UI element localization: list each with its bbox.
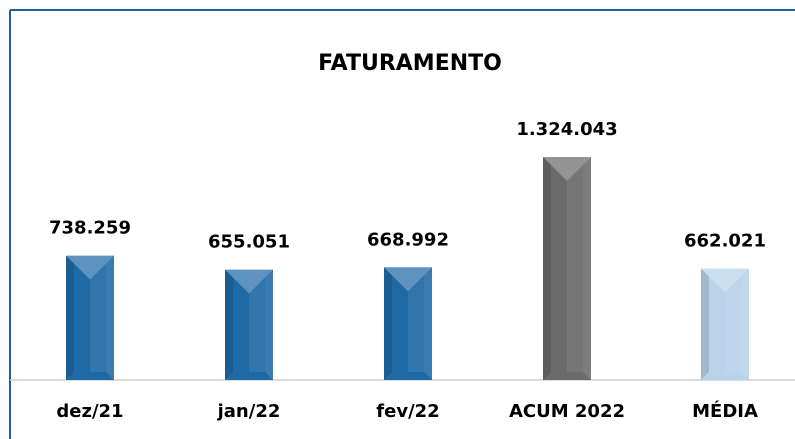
bar-bevel-right — [424, 267, 432, 380]
x-tick-label: fev/22 — [376, 401, 439, 422]
bar-bevel-right — [583, 157, 591, 380]
bar — [701, 268, 749, 380]
bar-bevel-center — [249, 277, 265, 372]
bar-bevel-center — [90, 263, 106, 372]
bar-bevel-center — [567, 165, 583, 372]
bar-bevel-side — [66, 255, 74, 380]
bar-bevel-center — [408, 275, 424, 372]
bar-bevel-center — [725, 276, 741, 372]
x-tick-label: dez/21 — [56, 401, 123, 422]
bar — [66, 255, 114, 380]
bar-bevel-top — [543, 157, 591, 181]
x-tick-label: MÉDIA — [692, 400, 758, 422]
bar-bevel-top — [66, 255, 114, 280]
bar-bevel-top — [384, 267, 432, 292]
chart-title: FATURAMENTO — [318, 51, 502, 76]
value-label: 655.051 — [208, 232, 290, 253]
value-label: 1.324.043 — [516, 119, 617, 140]
bar — [384, 267, 432, 380]
bar-bevel-top — [701, 268, 749, 293]
bar-bevel-side — [701, 268, 709, 380]
bar-bevel-right — [265, 269, 273, 380]
bar-bevel-side — [543, 157, 551, 380]
bar — [543, 157, 591, 380]
x-tick-label: ACUM 2022 — [509, 401, 625, 422]
bar-bevel-side — [225, 269, 233, 380]
bar-bevel-right — [741, 268, 749, 380]
bar-bevel-top — [225, 269, 273, 294]
x-tick-label: jan/22 — [217, 401, 281, 422]
value-label: 738.259 — [49, 218, 131, 239]
value-label: 668.992 — [367, 229, 449, 250]
value-label: 662.021 — [684, 231, 766, 252]
bar-bevel-side — [384, 267, 392, 380]
bar — [225, 269, 273, 380]
bar-bevel-right — [106, 255, 114, 380]
